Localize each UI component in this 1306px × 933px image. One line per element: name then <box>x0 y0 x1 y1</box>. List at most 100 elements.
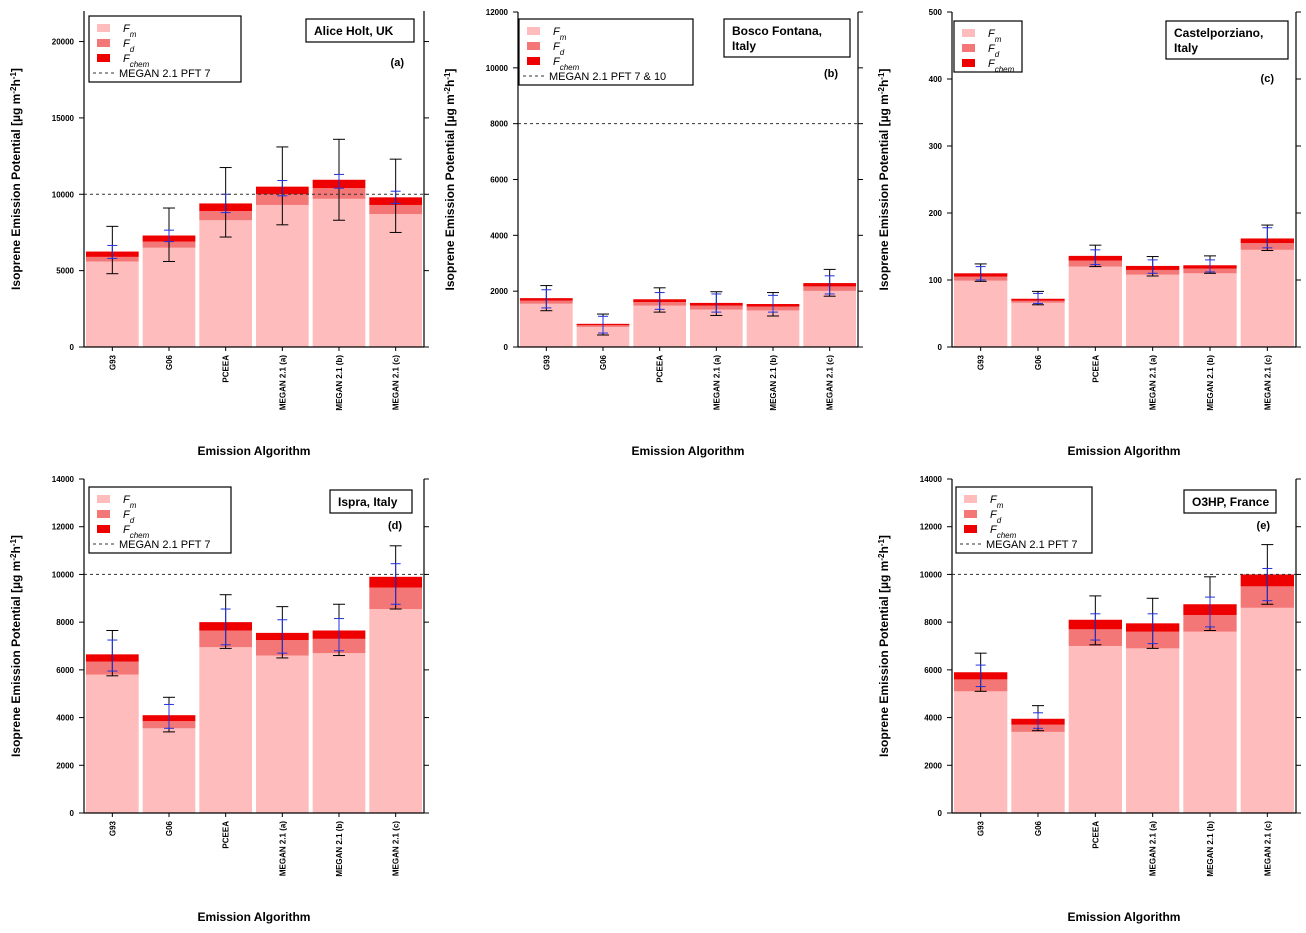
y-tick-label: 2000 <box>924 761 942 770</box>
legend-symbol: F <box>123 509 131 521</box>
legend-label-fm: Fm <box>123 23 137 39</box>
site-label-box <box>723 18 851 58</box>
legend-subscript: m <box>130 30 137 39</box>
legend-label-reference: MEGAN 2.1 PFT 7 & 10 <box>549 71 666 83</box>
y-tick-label: 10000 <box>920 570 943 579</box>
y-axis-label-exp: -2 <box>443 86 452 94</box>
legend-swatch-fd <box>964 510 977 518</box>
x-tick-label: G06 <box>1034 354 1043 370</box>
bar-fm <box>954 691 1008 813</box>
bar-fm <box>255 655 309 813</box>
legend-box <box>518 18 694 86</box>
legend-label-reference: MEGAN 2.1 PFT 7 <box>986 539 1078 551</box>
y-axis-label-exp: -1 <box>877 539 886 547</box>
x-tick-label: PCEEA <box>222 355 231 383</box>
x-tick-label: MEGAN 2.1 (b) <box>335 355 344 411</box>
panel-label: (c) <box>1261 73 1275 85</box>
legend-symbol: F <box>553 41 561 53</box>
bar-fm <box>142 247 196 347</box>
legend-swatch-fm <box>964 495 977 503</box>
y-tick-label: 4000 <box>924 714 942 723</box>
legend-swatch-fchem <box>97 54 110 62</box>
bar-fm <box>255 204 309 347</box>
bar-fm <box>312 198 366 347</box>
x-axis-label: Emission Algorithm <box>198 910 311 924</box>
y-tick-label: 14000 <box>52 475 75 484</box>
y-tick-label: 300 <box>929 142 943 151</box>
y-tick-label: 20000 <box>52 38 75 47</box>
site-label: Alice Holt, UK <box>314 24 394 38</box>
y-tick-label: 4000 <box>56 714 74 723</box>
legend-swatch-fm <box>527 27 540 35</box>
y-axis-label-exp: -1 <box>9 72 18 80</box>
legend-swatch-fchem <box>962 59 975 67</box>
x-tick-label: G93 <box>977 820 986 836</box>
y-tick-label: 4000 <box>490 231 508 240</box>
legend-symbol: F <box>988 58 996 70</box>
y-axis-label: Isoprene Emission Potential [µg m-2h-1] <box>443 69 458 291</box>
legend-label-fd: Fd <box>123 509 135 525</box>
legend-symbol: F <box>553 56 561 68</box>
chart-panel-a: G93 G06 PCEEA MEGAN 2.1 (a) MEGAN 2.1 (b) MEG… <box>9 11 429 458</box>
y-axis-label-h: h <box>877 80 891 87</box>
y-axis-label-h: h <box>9 79 23 86</box>
y-tick-label: 12000 <box>486 8 509 17</box>
panel-label: (e) <box>1257 520 1271 532</box>
x-tick-label: G93 <box>108 354 117 370</box>
legend-symbol: F <box>123 23 131 35</box>
x-tick-label: MEGAN 2.1 (a) <box>1149 355 1158 410</box>
legend-label-fm: Fm <box>988 28 1002 44</box>
legend-symbol: F <box>123 524 131 536</box>
bar-fm <box>1126 274 1180 347</box>
bar-fm <box>803 290 857 347</box>
y-tick-label: 100 <box>929 276 943 285</box>
legend-box <box>88 486 232 554</box>
legend-subscript: chem <box>560 63 580 72</box>
y-tick-label: 15000 <box>52 114 75 123</box>
legend-label-fchem: Fchem <box>988 58 1015 74</box>
y-tick-label: 10000 <box>52 190 75 199</box>
site-label: Italy <box>1174 41 1198 55</box>
y-tick-label: 2000 <box>490 287 508 296</box>
y-tick-label: 0 <box>938 809 943 818</box>
y-axis-label-close: ] <box>877 535 891 539</box>
bar-fm <box>85 261 139 347</box>
legend-subscript: m <box>130 501 137 510</box>
legend-subscript: chem <box>130 60 150 69</box>
y-tick-label: 8000 <box>490 120 508 129</box>
y-tick-label: 6000 <box>924 666 942 675</box>
x-tick-label: G93 <box>542 354 551 370</box>
y-tick-label: 500 <box>929 8 943 17</box>
x-tick-label: G93 <box>977 354 986 370</box>
chart-panel-e: G93 G06 PCEEA MEGAN 2.1 (a) MEGAN 2.1 (b) MEG… <box>877 475 1301 924</box>
legend-subscript: d <box>560 48 565 57</box>
y-axis-label-close: ] <box>443 69 457 73</box>
legend-swatch-fd <box>527 42 540 50</box>
x-tick-label: G06 <box>599 354 608 370</box>
bar-fm <box>1240 607 1294 813</box>
x-tick-label: MEGAN 2.1 (a) <box>712 355 721 410</box>
panel-label: (b) <box>824 68 838 80</box>
x-tick-label: MEGAN 2.1 (a) <box>278 355 287 410</box>
x-tick-label: MEGAN 2.1 (a) <box>1149 821 1158 876</box>
x-tick-label: MEGAN 2.1 (c) <box>392 355 401 410</box>
legend-label-reference: MEGAN 2.1 PFT 7 <box>119 68 211 80</box>
bar-fm <box>199 220 253 347</box>
legend-label-fm: Fm <box>990 494 1004 510</box>
legend-label-fchem: Fchem <box>123 53 150 69</box>
bar-fm <box>85 674 139 813</box>
legend-subscript: m <box>560 33 567 42</box>
y-axis-label-text: Isoprene Emission Potential [µg m <box>9 561 23 757</box>
legend-subscript: m <box>997 501 1004 510</box>
legend-label-fchem: Fchem <box>123 524 150 540</box>
chart-panel-d: G93 G06 PCEEA MEGAN 2.1 (a) MEGAN 2.1 (b) MEG… <box>9 475 429 924</box>
y-axis-label-exp: -1 <box>9 539 18 547</box>
legend-subscript: chem <box>995 65 1015 74</box>
y-axis-label: Isoprene Emission Potential [µg m-2h-1] <box>9 535 24 757</box>
bar-fm <box>576 326 630 347</box>
y-tick-label: 2000 <box>56 761 74 770</box>
site-label: Castelporziano, <box>1174 26 1263 40</box>
bar-fm <box>369 214 423 347</box>
y-axis-label-close: ] <box>877 69 891 73</box>
y-axis-label-text: Isoprene Emission Potential [µg m <box>877 561 891 757</box>
